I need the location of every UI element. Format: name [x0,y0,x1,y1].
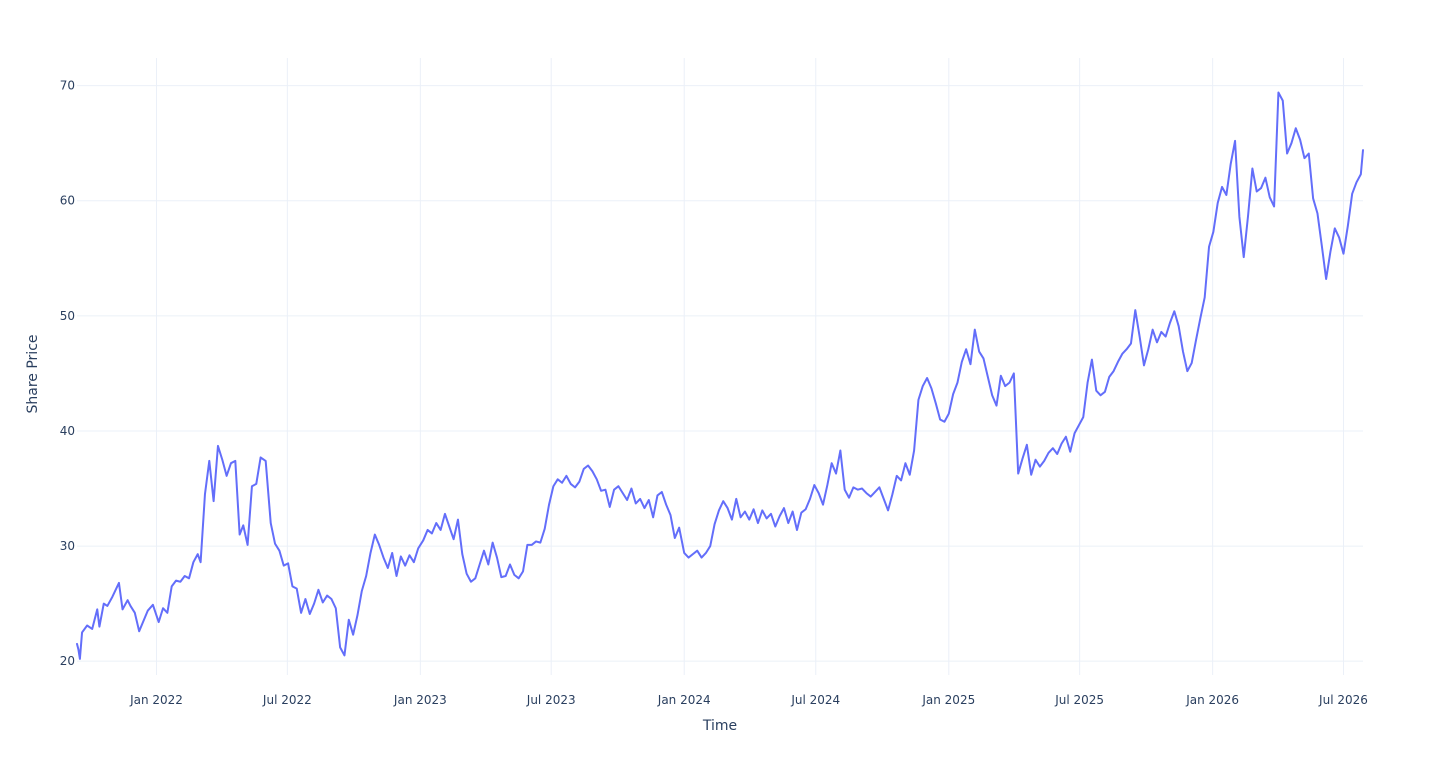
x-tick-label: Jan 2025 [921,693,975,707]
y-axis-ticks: 20 30 40 50 60 70 [60,79,75,669]
y-gridlines [77,85,1363,662]
x-tick-label: Jul 2025 [1054,693,1104,707]
y-tick-label: 40 [60,424,75,438]
x-tick-label: Jan 2024 [657,693,711,707]
x-axis-title: Time [702,718,737,734]
x-axis-ticks: Jan 2022 Jul 2022 Jan 2023 Jul 2023 Jan 2024… [129,693,1368,707]
x-tick-label: Jul 2024 [790,693,840,707]
y-axis-title: Share Price [25,334,41,413]
x-tick-label: Jan 2023 [393,693,447,707]
x-tick-label: Jul 2026 [1318,693,1368,707]
y-tick-label: 60 [60,194,75,208]
x-tick-label: Jul 2023 [526,693,576,707]
series-layer [76,91,1364,660]
y-tick-label: 20 [60,654,75,668]
x-tick-label: Jan 2022 [129,693,183,707]
y-tick-label: 30 [60,539,75,553]
y-tick-label: 70 [60,79,75,93]
x-tick-label: Jul 2022 [262,693,312,707]
x-tick-label: Jan 2026 [1185,693,1239,707]
y-tick-label: 50 [60,309,75,323]
x-gridlines [156,58,1344,675]
share-price-line [76,91,1364,660]
